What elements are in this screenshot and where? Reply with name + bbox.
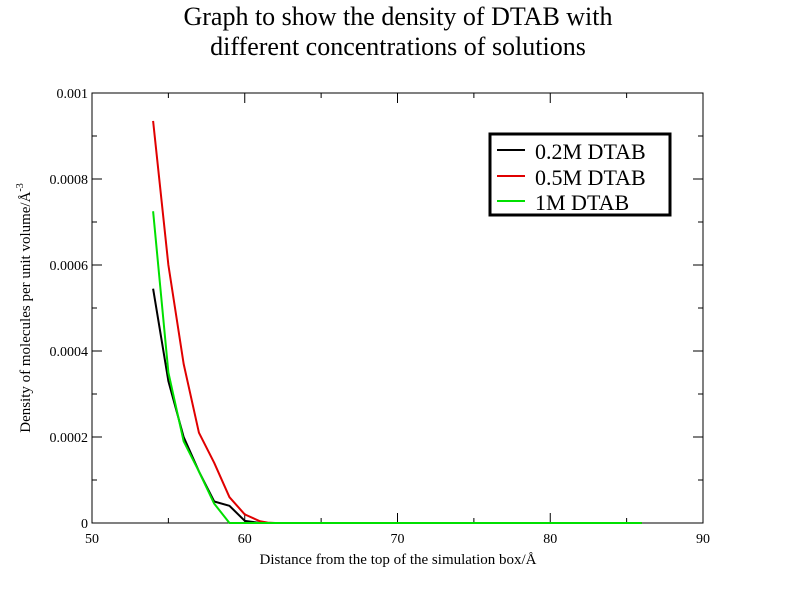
legend-label-0: 0.2M DTAB: [535, 139, 646, 164]
x-tick-label: 90: [696, 532, 710, 547]
y-axis-label-superscript: -3: [15, 183, 26, 191]
chart-title-line-2: different concentrations of solutions: [210, 32, 586, 61]
chart-title-line-1: Graph to show the density of DTAB with: [183, 2, 612, 31]
y-tick-label: 0.001: [57, 87, 89, 102]
legend-label-2: 1M DTAB: [535, 190, 629, 215]
x-tick-labels: 50 60 70 80 90: [85, 532, 710, 547]
y-tick-labels: 0 0.0002 0.0004 0.0006 0.0008 0.001: [50, 87, 89, 532]
series-line-2: [152, 211, 642, 524]
x-tick-label: 80: [543, 532, 557, 547]
y-axis-label: Density of molecules per unit volume/Å-3: [15, 183, 34, 433]
y-axis-label-text: Density of molecules per unit volume/Å: [18, 191, 34, 432]
y-tick-label: 0: [81, 517, 88, 532]
legend: 0.2M DTAB 0.5M DTAB 1M DTAB: [488, 132, 672, 217]
legend-label-1: 0.5M DTAB: [535, 165, 646, 190]
axis-ticks: [91, 92, 704, 524]
x-tick-label: 50: [85, 532, 99, 547]
x-tick-label: 70: [391, 532, 405, 547]
y-tick-label: 0.0002: [50, 431, 89, 446]
x-axis-label: Distance from the top of the simulation …: [259, 552, 536, 568]
y-tick-label: 0.0004: [50, 345, 89, 360]
y-tick-label: 0.0006: [50, 259, 89, 274]
x-tick-label: 60: [238, 532, 252, 547]
series-lines: [152, 120, 642, 524]
y-tick-label: 0.0008: [50, 173, 89, 188]
